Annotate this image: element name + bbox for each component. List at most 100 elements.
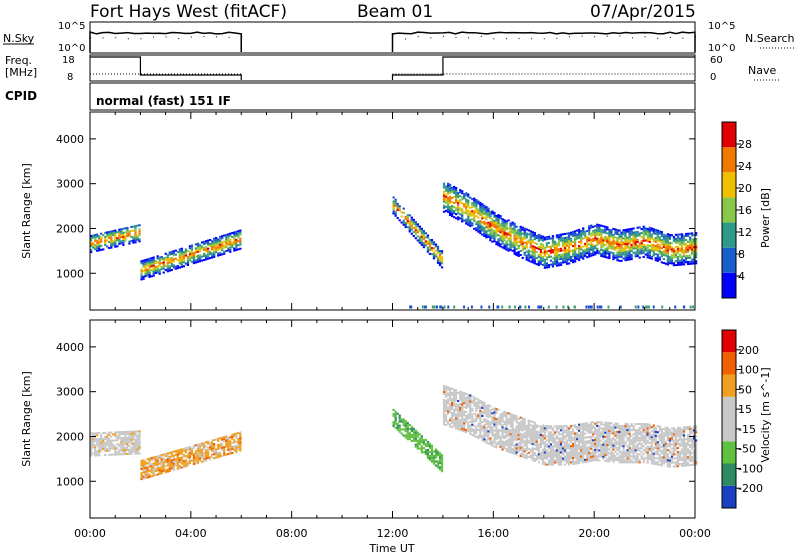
power-cell	[217, 242, 219, 244]
velocity-cell	[590, 444, 592, 446]
power-cell	[441, 258, 443, 260]
power-cell	[566, 261, 568, 263]
velocity-cell	[516, 435, 518, 437]
velocity-cell	[485, 409, 487, 411]
velocity-cell	[142, 461, 144, 463]
power-cell	[413, 231, 415, 233]
velocity-cell	[437, 454, 439, 456]
velocity-cell	[411, 426, 413, 428]
power-cell	[94, 236, 96, 238]
velocity-cell	[120, 433, 122, 435]
velocity-cell	[507, 435, 509, 437]
power-cell	[586, 230, 588, 232]
power-cell	[691, 253, 693, 255]
power-cell	[114, 234, 116, 236]
velocity-cell	[600, 452, 602, 454]
velocity-cell	[580, 439, 582, 441]
velocity-cell	[606, 458, 608, 460]
velocity-cell	[507, 420, 509, 422]
velocity-cell	[570, 435, 572, 437]
power-cell	[661, 253, 663, 255]
velocity-cell	[632, 425, 634, 427]
velocity-cell	[501, 449, 503, 451]
velocity-cell	[435, 465, 437, 467]
power-cell	[211, 244, 213, 246]
velocity-cell	[653, 441, 655, 443]
power-cell	[562, 306, 564, 309]
velocity-cell	[598, 431, 600, 433]
velocity-cell	[393, 421, 395, 423]
velocity-cell	[588, 426, 590, 428]
power-cell	[144, 265, 146, 267]
power-cell	[509, 233, 511, 235]
velocity-cell	[570, 433, 572, 435]
power-cell	[126, 233, 128, 235]
power-cell	[447, 205, 449, 207]
power-cell	[199, 244, 201, 246]
power-cell	[157, 271, 159, 273]
power-cell	[550, 264, 552, 266]
power-cell	[144, 273, 146, 275]
velocity-cell	[604, 424, 606, 426]
velocity-cell	[574, 455, 576, 457]
velocity-cell	[483, 438, 485, 440]
velocity-cell	[479, 410, 481, 412]
power-cell	[630, 258, 632, 260]
velocity-cell	[562, 427, 564, 429]
power-cell	[643, 236, 645, 238]
velocity-cell	[558, 456, 560, 458]
power-cell	[643, 238, 645, 240]
power-cell	[417, 231, 419, 233]
velocity-cell	[576, 452, 578, 454]
power-cell	[401, 215, 403, 217]
velocity-cell	[132, 439, 134, 441]
power-cell	[397, 209, 399, 211]
velocity-cell	[667, 443, 669, 445]
velocity-cell	[507, 431, 509, 433]
velocity-cell	[588, 430, 590, 432]
power-cell	[507, 227, 509, 229]
velocity-cell	[449, 403, 451, 405]
velocity-cell	[461, 416, 463, 418]
velocity-cell	[499, 424, 501, 426]
power-cell	[235, 239, 237, 241]
velocity-cell	[582, 457, 584, 459]
velocity-cell	[590, 424, 592, 426]
power-cell	[165, 253, 167, 255]
velocity-cell	[635, 457, 637, 459]
velocity-cell	[493, 415, 495, 417]
power-cell	[487, 234, 489, 236]
velocity-cell	[169, 458, 171, 460]
velocity-cell	[596, 437, 598, 439]
velocity-cell	[632, 437, 634, 439]
power-cell	[592, 232, 594, 234]
velocity-cell	[560, 437, 562, 439]
velocity-cell	[568, 456, 570, 458]
power-cell	[574, 258, 576, 260]
velocity-cell	[153, 456, 155, 458]
velocity-cell	[576, 460, 578, 462]
velocity-cell	[606, 454, 608, 456]
power-cell	[592, 252, 594, 254]
power-cell	[122, 236, 124, 238]
velocity-cell	[120, 449, 122, 451]
velocity-cell	[639, 447, 641, 449]
velocity-cell	[624, 459, 626, 461]
velocity-cell	[538, 455, 540, 457]
power-cell	[653, 250, 655, 252]
velocity-cell	[471, 396, 473, 398]
power-cell	[477, 202, 479, 204]
velocity-cell	[632, 429, 634, 431]
power-cell	[614, 247, 616, 249]
power-cell	[574, 232, 576, 234]
velocity-cell	[467, 402, 469, 404]
velocity-cell	[576, 438, 578, 440]
power-cell	[524, 232, 526, 234]
velocity-cell	[397, 425, 399, 427]
power-cell	[540, 251, 542, 253]
power-cell	[530, 232, 532, 234]
power-cell	[562, 260, 564, 262]
power-cell	[441, 262, 443, 264]
velocity-cell	[94, 452, 96, 454]
